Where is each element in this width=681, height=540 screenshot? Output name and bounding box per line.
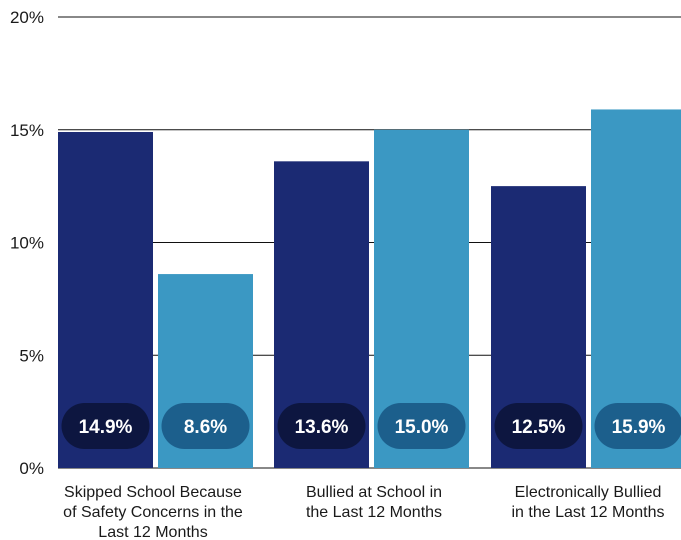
y-tick-label: 0% — [19, 459, 44, 478]
y-tick-label: 15% — [10, 121, 44, 140]
category-labels: Skipped School Because of Safety Concerns… — [63, 484, 664, 540]
y-tick-label: 5% — [19, 346, 44, 365]
y-tick-label: 20% — [10, 8, 44, 27]
category-label-line: of Safety Concerns in the — [63, 504, 243, 521]
data-label-pill — [594, 403, 681, 449]
data-label: 8.6% — [184, 417, 227, 438]
y-axis-ticks: 0% 5% 10% 15% 20% — [10, 8, 44, 478]
category-label-line: Electronically Bullied — [515, 484, 662, 501]
category-label-line: Last 12 Months — [98, 524, 207, 540]
data-labels: 14.9% 8.6% 13.6% 15.0% 12.5% 15.9% — [61, 403, 681, 449]
category-label: Electronically Bullied in the Last 12 Mon… — [512, 484, 665, 521]
y-tick-label: 10% — [10, 234, 44, 253]
data-label: 12.5% — [512, 417, 566, 438]
data-label-pill — [61, 403, 150, 449]
data-label-pill — [377, 403, 466, 449]
data-label: 15.9% — [612, 417, 666, 438]
category-label: Skipped School Because of Safety Concerns… — [63, 484, 243, 540]
data-label: 14.9% — [79, 417, 133, 438]
data-label-pill — [494, 403, 583, 449]
data-label-pill — [161, 403, 250, 449]
category-label-line: in the Last 12 Months — [512, 504, 665, 521]
category-label: Bullied at School in the Last 12 Months — [306, 484, 442, 521]
data-label: 13.6% — [295, 417, 349, 438]
category-label-line: the Last 12 Months — [306, 504, 442, 521]
data-label: 15.0% — [395, 417, 449, 438]
category-label-line: Skipped School Because — [64, 484, 242, 501]
data-label-pill — [277, 403, 366, 449]
category-label-line: Bullied at School in — [306, 484, 442, 501]
bars — [58, 109, 681, 468]
